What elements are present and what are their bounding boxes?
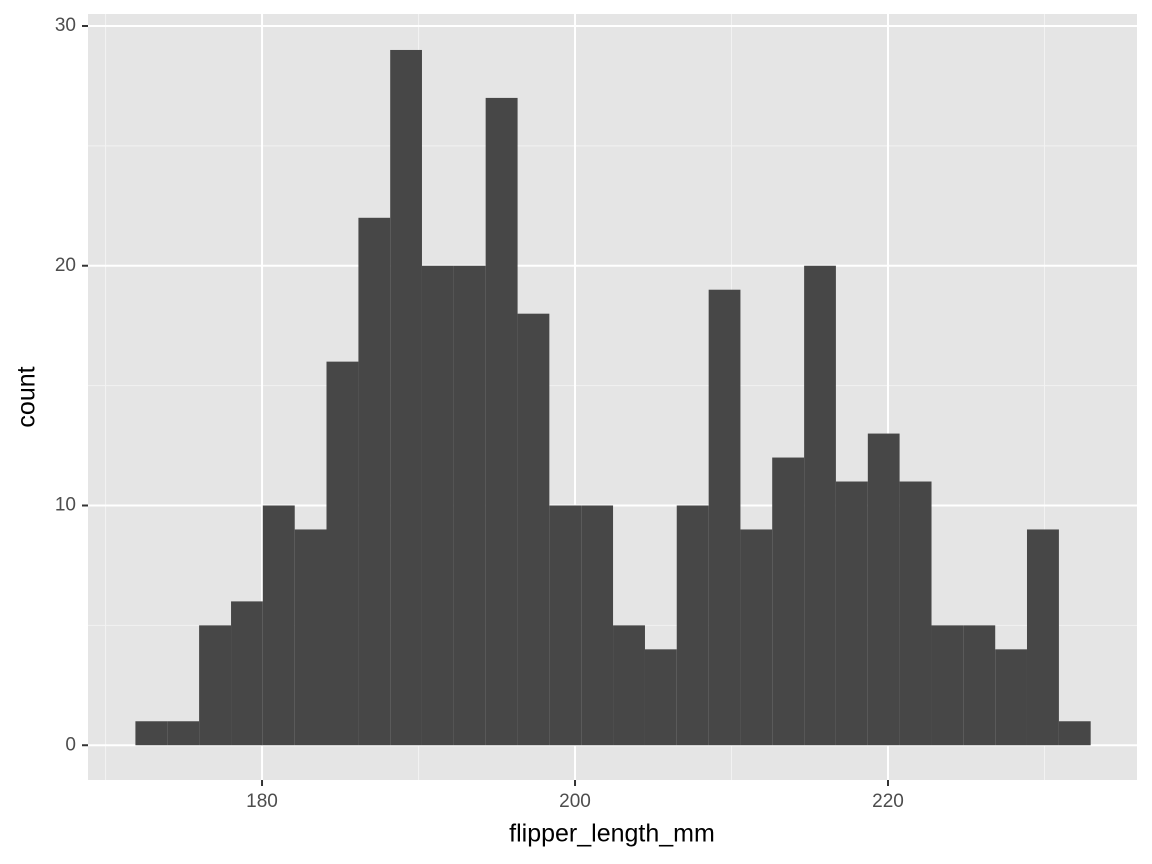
bar <box>262 505 295 746</box>
bar <box>1026 529 1059 746</box>
bar <box>167 721 200 746</box>
bar <box>358 217 391 746</box>
bar <box>326 361 359 746</box>
bar <box>963 625 996 746</box>
y-tick-label: 0 <box>65 734 76 755</box>
bar <box>804 265 836 746</box>
y-axis-title: count <box>13 366 41 427</box>
x-tick-label: 180 <box>246 791 278 812</box>
bar <box>199 625 232 746</box>
bar <box>453 265 486 746</box>
bar <box>581 505 614 746</box>
bar <box>517 313 550 746</box>
y-tick-label: 20 <box>55 255 76 276</box>
bar <box>772 457 805 746</box>
bar <box>390 49 422 746</box>
bar <box>995 649 1027 746</box>
bar <box>135 721 168 746</box>
bar <box>835 481 868 746</box>
bar <box>231 601 263 746</box>
bar <box>294 529 327 746</box>
bar <box>485 97 518 746</box>
bar <box>867 433 900 746</box>
bar <box>899 481 932 746</box>
x-axis-title: flipper_length_mm <box>509 820 715 848</box>
bar <box>549 505 582 746</box>
bar <box>676 505 709 746</box>
bar <box>931 625 964 746</box>
bar <box>740 529 773 746</box>
x-tick-label: 220 <box>872 791 904 812</box>
bar <box>613 625 645 746</box>
y-tick-label: 10 <box>55 495 76 516</box>
bar <box>1058 721 1091 746</box>
bar <box>644 649 677 746</box>
y-tick-label: 30 <box>55 15 76 36</box>
bar <box>421 265 454 746</box>
x-tick-label: 200 <box>559 791 591 812</box>
bar <box>708 289 741 746</box>
